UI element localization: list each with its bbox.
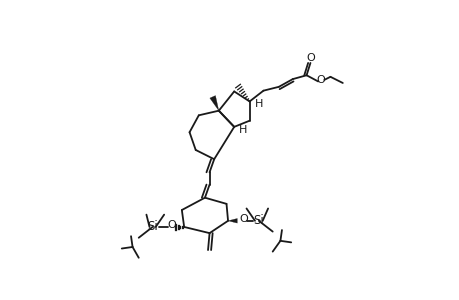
Polygon shape — [228, 218, 237, 223]
Text: Si: Si — [147, 220, 157, 233]
Text: O: O — [239, 214, 247, 224]
Text: O: O — [316, 75, 325, 85]
Text: Si: Si — [253, 214, 263, 227]
Polygon shape — [209, 96, 218, 111]
Text: O: O — [167, 220, 176, 230]
Text: O: O — [305, 53, 314, 63]
Text: H: H — [254, 99, 263, 109]
Text: H: H — [239, 125, 247, 135]
